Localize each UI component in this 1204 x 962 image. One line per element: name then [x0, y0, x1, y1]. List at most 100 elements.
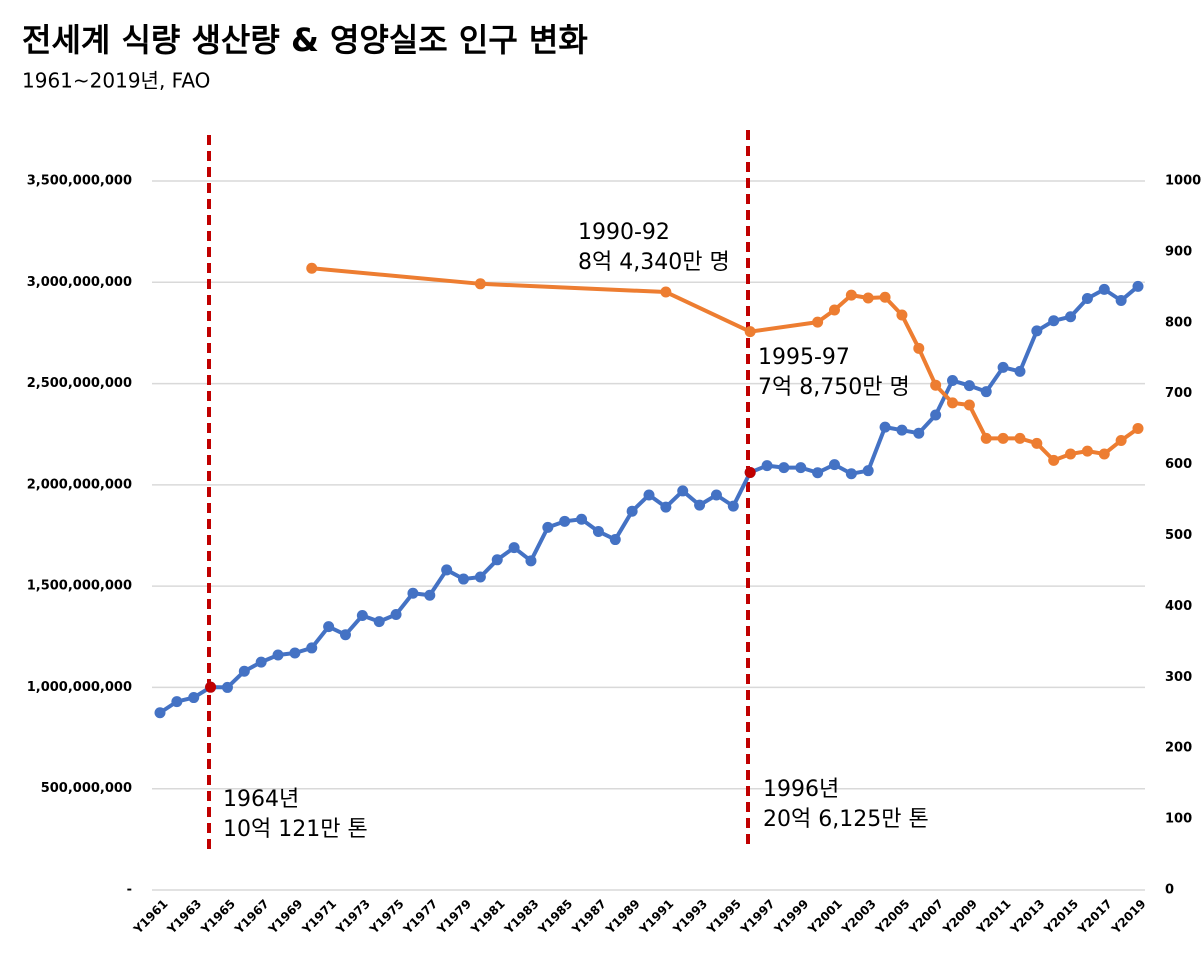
data-point	[677, 485, 689, 497]
data-point	[913, 342, 925, 354]
annotation: 20억 6,125만 톤	[763, 807, 929, 832]
data-point	[812, 467, 824, 479]
y2-tick-label: 400	[1165, 599, 1192, 614]
data-point	[1132, 422, 1144, 434]
x-tick-label: Y2007	[906, 897, 946, 937]
x-tick-label: Y1977	[400, 897, 440, 937]
data-point	[576, 513, 588, 525]
data-point	[1014, 432, 1026, 444]
y2-tick-label: 200	[1165, 741, 1192, 756]
y-tick-label: 2,500,000,000	[27, 376, 132, 391]
x-tick-label: Y1995	[704, 897, 744, 937]
data-point	[306, 642, 318, 654]
y-tick-label: 2,000,000,000	[27, 477, 132, 492]
data-point	[744, 326, 756, 338]
data-point	[188, 692, 200, 704]
data-point	[1115, 295, 1127, 307]
data-point	[238, 665, 250, 677]
y-tick-label: 500,000,000	[41, 781, 132, 796]
x-tick-label: Y1989	[602, 897, 642, 937]
data-point	[407, 587, 419, 599]
data-point	[828, 459, 840, 471]
data-point	[660, 501, 672, 513]
data-point	[221, 681, 233, 693]
data-point	[845, 468, 857, 480]
data-point	[727, 500, 739, 512]
data-point	[980, 432, 992, 444]
data-point	[1098, 448, 1110, 460]
x-tick-label: Y1975	[366, 897, 406, 937]
data-point	[474, 278, 486, 290]
annotation: 1990-92	[578, 220, 670, 245]
data-point	[323, 621, 335, 633]
y2-tick-label: 600	[1165, 457, 1192, 472]
data-point	[424, 589, 436, 601]
x-tick-label: Y1987	[569, 897, 609, 937]
data-point	[1048, 454, 1060, 466]
data-point	[710, 489, 722, 501]
data-point	[879, 421, 891, 433]
data-point	[1081, 445, 1093, 457]
data-point	[1132, 280, 1144, 292]
data-point	[845, 289, 857, 301]
y2-tick-label: 500	[1165, 528, 1192, 543]
data-point	[879, 291, 891, 303]
x-tick-label: Y2013	[1007, 897, 1047, 937]
data-point	[289, 647, 301, 659]
data-point	[1081, 292, 1093, 304]
y-tick-label: 1,000,000,000	[27, 680, 132, 695]
x-tick-label: Y1981	[467, 897, 507, 937]
data-point	[930, 409, 942, 421]
data-point	[963, 380, 975, 392]
annotation: 8억 4,340만 명	[578, 250, 730, 275]
x-tick-label: Y1997	[737, 897, 777, 937]
data-point	[913, 427, 925, 439]
annotation: 1995-97	[758, 345, 850, 370]
data-point	[1065, 311, 1077, 323]
data-point	[525, 555, 537, 567]
annotation: 1996년	[763, 777, 839, 802]
data-point	[1065, 448, 1077, 460]
data-point	[778, 462, 790, 474]
y2-tick-label: 1000	[1165, 174, 1201, 189]
data-point	[171, 696, 183, 708]
x-tick-label: Y1991	[636, 897, 676, 937]
data-point	[896, 309, 908, 321]
x-tick-label: Y2001	[805, 897, 845, 937]
x-tick-label: Y1999	[771, 897, 811, 937]
chart-subtitle: 1961~2019년, FAO	[22, 69, 210, 93]
data-point	[272, 649, 284, 661]
x-tick-label: Y1971	[299, 897, 339, 937]
data-point	[474, 571, 486, 583]
y-tick-label: 3,500,000,000	[27, 174, 132, 189]
data-point	[761, 460, 773, 472]
x-tick-label: Y1979	[434, 897, 474, 937]
x-tick-label: Y2005	[872, 897, 912, 937]
annotation: 1964년	[223, 787, 299, 812]
data-point	[947, 375, 959, 387]
data-point	[947, 397, 959, 409]
data-point	[508, 542, 520, 554]
data-point	[896, 424, 908, 436]
x-tick-label: Y1965	[198, 897, 238, 937]
y2-tick-label: 900	[1165, 244, 1192, 259]
data-point	[828, 304, 840, 316]
y-tick-label: 3,000,000,000	[27, 275, 132, 290]
data-point	[441, 564, 453, 576]
x-tick-label: Y2009	[940, 897, 980, 937]
data-point	[1031, 325, 1043, 337]
x-tick-label: Y1973	[333, 897, 373, 937]
data-point	[1098, 283, 1110, 295]
data-point	[154, 707, 166, 719]
data-point	[795, 462, 807, 474]
data-point	[458, 573, 470, 585]
data-point	[356, 610, 368, 622]
x-tick-label: Y1961	[130, 897, 170, 937]
x-tick-label: Y2017	[1075, 897, 1115, 937]
data-point	[980, 386, 992, 398]
data-point	[1115, 434, 1127, 446]
data-point	[997, 432, 1009, 444]
x-tick-label: Y1983	[501, 897, 541, 937]
x-tick-label: Y2003	[838, 897, 878, 937]
data-point	[542, 521, 554, 533]
